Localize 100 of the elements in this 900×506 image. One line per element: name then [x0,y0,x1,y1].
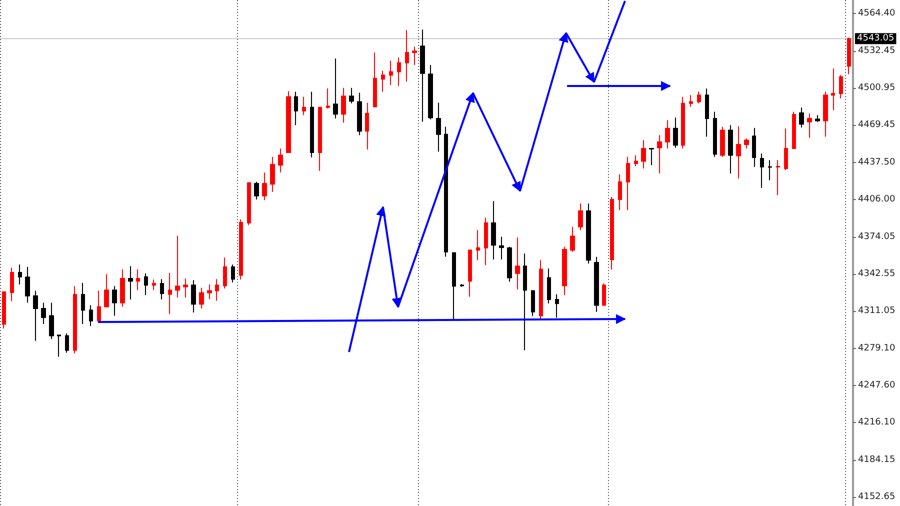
candlestick [262,172,267,201]
candlestick [405,30,409,82]
candlestick [33,290,38,342]
candlestick [618,174,622,211]
candlestick [436,102,441,152]
candlestick [823,91,828,138]
candlestick [215,278,219,302]
candlestick [713,111,717,158]
candlestick [128,266,133,300]
candlestick [452,252,456,321]
candlestick [231,264,235,283]
candlestick [207,284,212,300]
candlestick [610,196,614,270]
y-tick-label: 4500.95 [858,83,896,94]
candlestick [183,278,188,298]
candlestick [326,88,330,109]
candlestick [341,87,346,124]
y-tick-label: 4216.10 [858,418,896,428]
candlestick [349,87,354,104]
candlestick [112,286,117,316]
candlestick [570,226,575,252]
candlestick [254,181,259,200]
candlestick [531,290,535,317]
candlestick [397,56,401,87]
candlestick [562,246,567,296]
candlestick [318,106,322,172]
candlestick [681,96,685,150]
candlestick [523,252,527,351]
candlestick [10,267,14,302]
candlestick [768,160,772,181]
candlestick [389,60,393,86]
y-tick-label: 4406.00 [858,194,896,205]
candlestick [89,304,93,327]
candlestick [728,124,733,174]
candlestick [491,200,496,260]
candlestick [286,90,291,154]
candlestick [168,272,172,315]
candlestick [247,182,251,226]
y-tick-label: 4279.10 [858,344,896,354]
candlestick [736,126,741,179]
candlestick [239,218,243,280]
y-tick-label: 4311.05 [858,306,896,316]
candlestick [160,278,164,300]
candlestick [104,274,109,308]
candlestick [799,107,804,128]
candlestick [594,256,599,312]
y-tick-label: 4342.55 [858,269,896,280]
candlestick [49,302,54,340]
candlestick [776,160,780,196]
y-tick-label: 4532.45 [858,46,896,56]
candlestick [310,91,314,158]
candlestick [18,264,22,285]
candlestick [25,266,30,304]
candlestick [499,236,504,260]
candlestick [792,111,796,150]
candlestick [705,88,709,138]
candlestick [484,217,488,266]
candlestick [444,126,448,258]
candlestick [365,102,369,150]
candlestick [373,52,377,108]
candlestick [468,248,472,298]
candlestick [657,134,662,174]
candlestick [460,284,464,288]
y-tick-label: 4564.40 [858,8,896,19]
candlestick [152,279,156,291]
candlestick [760,152,764,188]
candlestick [839,74,843,99]
candlestick [2,291,6,329]
candlestick [97,290,101,322]
candlestick [831,68,835,111]
candlestick [515,237,520,290]
ref-line-label: 4543.05 [857,34,894,44]
candlestick [744,138,749,150]
candlestick [333,58,338,119]
candlestick [120,268,125,308]
candlestick [199,287,204,310]
candlestick [412,46,417,66]
candlestick [41,302,46,325]
candlestick [270,156,275,192]
candlestick [807,113,812,138]
y-tick-label: 4152.65 [858,492,896,502]
candlestick [57,334,61,358]
candlestick [223,256,227,289]
candlestick [476,230,480,261]
candlestick [815,114,820,122]
candlestick [784,128,788,171]
candlestick [73,286,77,354]
candlestick [697,91,701,104]
candlestick [144,272,148,296]
candlestick [547,268,551,304]
candlestick [420,28,425,122]
y-tick-label: 4247.60 [858,380,896,391]
candlestick [65,332,69,354]
candlestick [507,246,512,282]
candlestick [649,148,654,166]
candlestick [428,64,433,120]
y-tick-label: 4437.50 [858,158,896,168]
candlestick [752,127,756,168]
candlestick [665,120,670,150]
candlestick [357,92,362,136]
